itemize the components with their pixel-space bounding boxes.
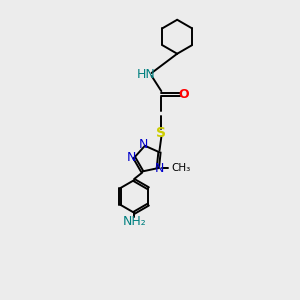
Text: O: O bbox=[179, 88, 189, 101]
Text: S: S bbox=[156, 126, 166, 140]
Text: NH₂: NH₂ bbox=[122, 215, 146, 228]
Text: CH₃: CH₃ bbox=[171, 163, 191, 173]
Text: N: N bbox=[127, 151, 136, 164]
Text: N: N bbox=[155, 162, 164, 175]
Text: N: N bbox=[138, 138, 148, 151]
Text: HN: HN bbox=[137, 68, 156, 81]
